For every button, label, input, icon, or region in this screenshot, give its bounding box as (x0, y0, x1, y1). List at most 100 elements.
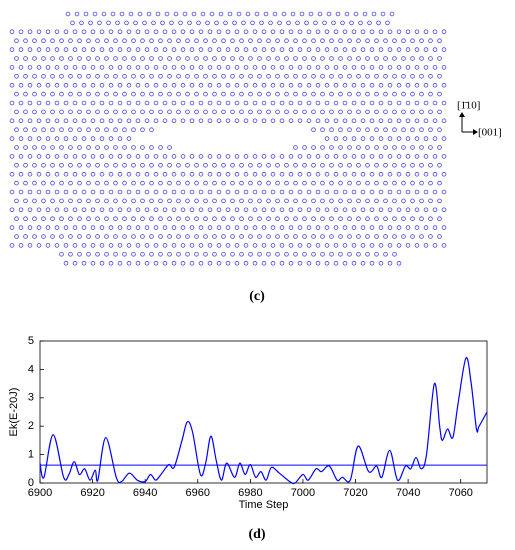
atom (387, 171, 393, 177)
atom (333, 29, 339, 35)
atom (27, 29, 33, 35)
atom (299, 11, 305, 17)
atom (59, 163, 64, 168)
atom (414, 189, 420, 195)
atom (252, 189, 258, 195)
x-tick-label: 6980 (238, 487, 262, 499)
atom (279, 225, 285, 230)
atom (284, 91, 289, 97)
atom (189, 29, 195, 35)
atom (36, 207, 42, 213)
atom (23, 163, 28, 168)
atom (329, 38, 334, 43)
atom (441, 65, 447, 70)
atom (243, 243, 249, 248)
atom (41, 127, 46, 132)
atom (320, 252, 325, 257)
atom (437, 234, 442, 239)
atom (286, 20, 291, 26)
atom (126, 207, 132, 213)
atom (441, 29, 447, 35)
atom (248, 91, 253, 97)
atom (441, 154, 447, 159)
atom (248, 234, 253, 239)
atom (9, 47, 15, 52)
atom (308, 11, 314, 17)
atom (369, 207, 375, 213)
atom (437, 38, 442, 43)
atom (266, 234, 271, 239)
atom (324, 207, 330, 213)
atom (369, 189, 375, 195)
atom (347, 198, 352, 204)
atom (86, 56, 91, 61)
atom (115, 20, 120, 26)
atom (324, 136, 330, 141)
atom (162, 207, 168, 213)
atom (432, 29, 438, 35)
atom (162, 82, 168, 88)
atom (27, 136, 33, 141)
atom (171, 225, 177, 230)
atom (95, 234, 100, 239)
atom (360, 82, 366, 88)
atom (250, 20, 255, 26)
atom (167, 163, 172, 168)
atom (106, 20, 111, 26)
atom (70, 20, 75, 26)
atom (207, 65, 213, 70)
atom (338, 74, 343, 79)
atom (122, 234, 127, 239)
atom (356, 145, 361, 150)
atom (72, 100, 78, 106)
atom (396, 82, 402, 88)
atom (333, 82, 339, 88)
atom (302, 163, 307, 168)
atom (14, 234, 19, 239)
atom (92, 11, 98, 17)
atom (338, 216, 343, 222)
atom (329, 180, 334, 186)
atom (347, 38, 352, 43)
atom (180, 100, 186, 106)
atom (54, 207, 60, 213)
atom (27, 225, 33, 230)
atom (270, 118, 276, 124)
atom (63, 47, 69, 52)
atom (113, 163, 118, 168)
atom (320, 38, 325, 43)
atom (50, 216, 55, 222)
atom (153, 260, 159, 266)
atom (396, 171, 402, 177)
atom (90, 47, 96, 52)
atom (432, 65, 438, 70)
atom (252, 47, 258, 52)
atom (36, 171, 42, 177)
atom (99, 189, 105, 195)
atom (81, 100, 87, 106)
atom (257, 163, 262, 168)
atom (270, 260, 276, 266)
atom (356, 198, 361, 204)
atom (324, 65, 330, 70)
atom (419, 109, 424, 115)
atom (342, 65, 348, 70)
atom (95, 74, 100, 79)
atom (27, 154, 33, 159)
atom (23, 198, 28, 204)
atom (158, 163, 163, 168)
atom (104, 38, 109, 43)
atom (72, 154, 78, 159)
atom (207, 154, 213, 159)
atom (167, 180, 172, 186)
atom (104, 252, 109, 257)
atom (270, 65, 276, 70)
atom (387, 260, 393, 266)
atom (428, 145, 433, 150)
atom (306, 100, 312, 106)
atom (353, 11, 359, 17)
atom (153, 65, 159, 70)
atom (225, 207, 231, 213)
atom (54, 136, 60, 141)
atom (180, 189, 186, 195)
